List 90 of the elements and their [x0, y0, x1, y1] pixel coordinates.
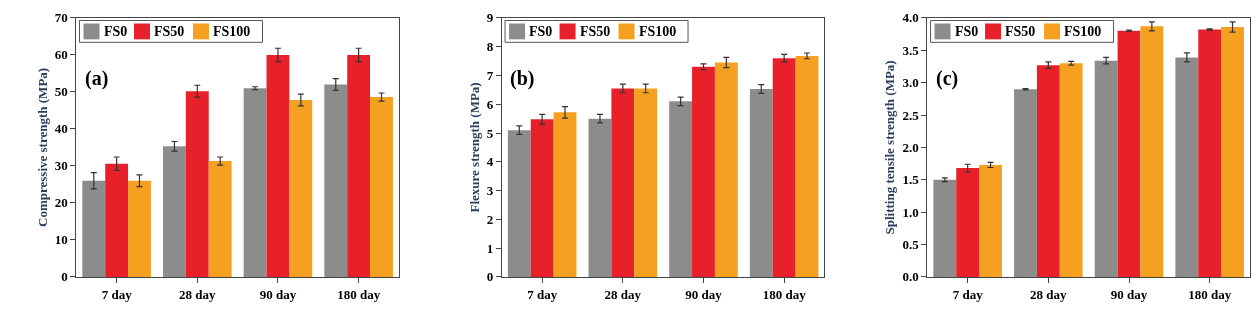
bar [163, 146, 186, 277]
bar [324, 84, 348, 277]
bar [128, 180, 151, 277]
x-tick-label: 90 day [259, 286, 297, 302]
y-tick-label: 1 [486, 240, 494, 256]
legend-label: FS0 [529, 24, 553, 39]
legend-label: FS0 [955, 24, 979, 39]
bar [82, 180, 106, 277]
bar [1094, 60, 1118, 277]
bar [530, 119, 554, 277]
bar [243, 88, 267, 277]
x-tick-label: 28 day [179, 286, 217, 302]
bar [1117, 30, 1141, 277]
bar [1059, 63, 1083, 277]
y-tick-label: 30 [54, 158, 68, 174]
bar [692, 66, 715, 277]
bar [185, 91, 209, 277]
y-tick-label: 7 [486, 68, 494, 84]
bar [1140, 26, 1164, 277]
y-tick-label: 6 [486, 96, 494, 112]
legend-label: FS0 [104, 24, 128, 39]
y-axis-title: Compressive strength (MPa) [34, 67, 50, 227]
y-tick-label: 0 [486, 269, 494, 285]
x-tick-label: 7 day [527, 286, 558, 302]
bar [588, 118, 612, 277]
text: 1.0 [902, 204, 919, 220]
bar [1221, 26, 1244, 277]
bar [956, 168, 980, 277]
y-tick-label: 1.5 [902, 172, 920, 188]
bar [347, 54, 371, 277]
y-axis-title: Flexure strength (MPa) [466, 82, 482, 213]
bar [795, 55, 819, 277]
y-tick-label: 3 [486, 183, 494, 199]
legend-label: FS100 [1064, 24, 1102, 39]
bar [289, 100, 313, 277]
x-tick-label: 180 day [337, 286, 381, 302]
bar [507, 130, 531, 277]
legend-label: FS50 [154, 24, 185, 39]
bar [634, 88, 658, 277]
annotation: (b) [510, 67, 535, 90]
legend-label: FS50 [1005, 24, 1036, 39]
bar [1198, 29, 1222, 277]
bar [1175, 57, 1199, 277]
y-tick-label: 20 [54, 195, 68, 211]
bar [208, 161, 232, 277]
bar [933, 179, 957, 277]
y-tick-label: 2 [486, 211, 494, 227]
text: 2.0 [902, 139, 919, 155]
y-tick-label: 3.5 [902, 42, 920, 58]
bar [714, 62, 738, 277]
y-tick-label: 60 [54, 47, 68, 63]
bar [266, 54, 290, 277]
bar [669, 101, 693, 277]
x-tick-label: 7 day [952, 286, 984, 302]
y-tick-label: 40 [54, 121, 68, 137]
x-tick-label: 90 day [1110, 286, 1148, 302]
y-tick-label: 9 [486, 10, 494, 26]
annotation: (c) [936, 67, 959, 90]
x-tick-label: 180 day [1188, 286, 1232, 302]
text: 4.0 [902, 10, 919, 26]
x-tick-label: 90 day [685, 286, 723, 302]
y-tick-label: 0.5 [902, 237, 920, 253]
text: 3.0 [902, 75, 919, 91]
annotation: (a) [85, 67, 109, 90]
y-tick-label: 4 [486, 154, 494, 170]
y-tick-label: 70 [54, 10, 68, 26]
bar [749, 88, 773, 277]
legend-label: FS100 [639, 24, 677, 39]
bar [772, 58, 796, 277]
y-axis-title: Splitting tensile strength (MPa) [882, 60, 898, 235]
legend-label: FS50 [580, 24, 611, 39]
legend-label: FS100 [213, 24, 251, 39]
text: 0.0 [902, 269, 919, 285]
bar [553, 112, 577, 277]
x-tick-label: 28 day [1030, 286, 1068, 302]
y-tick-label: 10 [54, 232, 68, 248]
bar [105, 163, 129, 277]
y-tick-label: 2.5 [902, 107, 920, 123]
bar [979, 164, 1002, 277]
y-tick-label: 0 [61, 269, 68, 285]
x-tick-label: 28 day [604, 286, 642, 302]
y-tick-label: 50 [54, 84, 68, 100]
x-tick-label: 7 day [101, 286, 133, 302]
bar [1014, 89, 1037, 277]
y-tick-label: 8 [486, 39, 494, 55]
x-tick-label: 180 day [762, 286, 807, 302]
bar [1036, 65, 1060, 277]
bar [370, 97, 393, 277]
bar [611, 88, 635, 277]
y-tick-label: 5 [486, 125, 494, 141]
